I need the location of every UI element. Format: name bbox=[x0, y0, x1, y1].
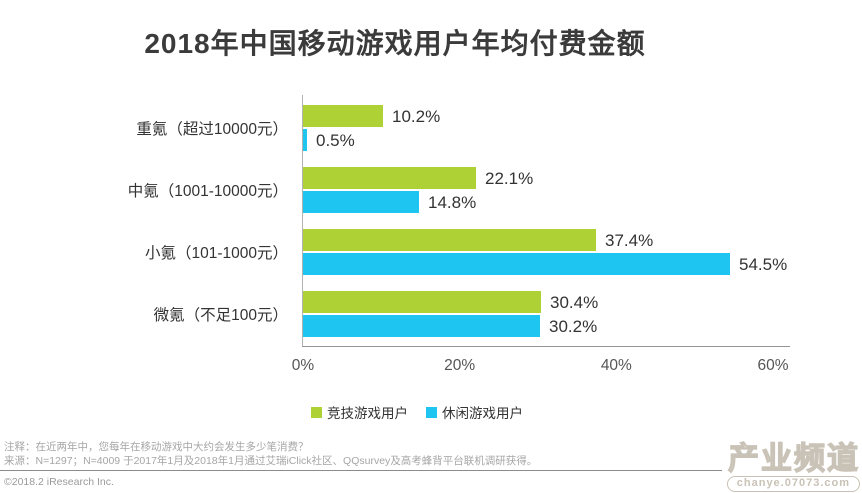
legend-swatch bbox=[426, 406, 437, 418]
legend-swatch bbox=[311, 406, 322, 418]
y-axis-line bbox=[302, 95, 303, 346]
watermark-url: chanye.07073.com bbox=[726, 476, 860, 492]
x-tick-label: 60% bbox=[757, 357, 789, 374]
footnote-source: 来源：N=1297；N=4009 于2017年1月及2018年1月通过艾瑞iCl… bbox=[4, 455, 538, 467]
bar bbox=[303, 129, 307, 151]
page-title: 2018年中国移动游戏用户年均付费金额 bbox=[144, 28, 646, 59]
x-tick-label: 0% bbox=[291, 357, 315, 374]
category-label: 微氪（不足100元） bbox=[153, 307, 288, 324]
value-label: 22.1% bbox=[485, 169, 534, 188]
legend-item: 竞技游戏用户 bbox=[311, 402, 408, 422]
bar bbox=[303, 105, 383, 127]
category-label: 小氪（101-1000元） bbox=[144, 245, 288, 262]
bar bbox=[303, 167, 476, 189]
x-tick-label: 20% bbox=[444, 357, 476, 374]
value-label: 14.8% bbox=[428, 193, 477, 212]
legend-item: 休闲游戏用户 bbox=[426, 402, 523, 422]
footnote-question: 注释：在近两年中，您每年在移动游戏中大约会发生多少笔消费？ bbox=[4, 441, 309, 453]
x-axis-line bbox=[302, 346, 790, 347]
value-label: 30.4% bbox=[550, 293, 599, 312]
site-watermark-logo: 产业频道 chanye.07073.com bbox=[726, 441, 860, 492]
value-label: 54.5% bbox=[739, 255, 788, 274]
chart-legend: 竞技游戏用户 休闲游戏用户 bbox=[311, 402, 523, 422]
value-label: 0.5% bbox=[316, 131, 355, 150]
legend-label: 竞技游戏用户 bbox=[327, 406, 408, 421]
bar bbox=[303, 253, 730, 275]
value-label: 37.4% bbox=[605, 231, 654, 250]
x-tick-label: 40% bbox=[600, 357, 632, 374]
watermark-title: 产业频道 bbox=[727, 441, 860, 476]
category-label: 中氪（1001-10000元） bbox=[127, 183, 288, 200]
bar bbox=[303, 191, 419, 213]
bar bbox=[303, 291, 541, 313]
category-label: 重氪（超过10000元） bbox=[136, 121, 288, 138]
bar bbox=[303, 229, 596, 251]
legend-label: 休闲游戏用户 bbox=[442, 406, 523, 421]
value-label: 10.2% bbox=[392, 107, 441, 126]
footer-divider bbox=[0, 470, 722, 471]
copyright-text: ©2018.2 iResearch Inc. bbox=[4, 476, 114, 488]
bar bbox=[303, 315, 540, 337]
value-label: 30.2% bbox=[549, 317, 598, 336]
